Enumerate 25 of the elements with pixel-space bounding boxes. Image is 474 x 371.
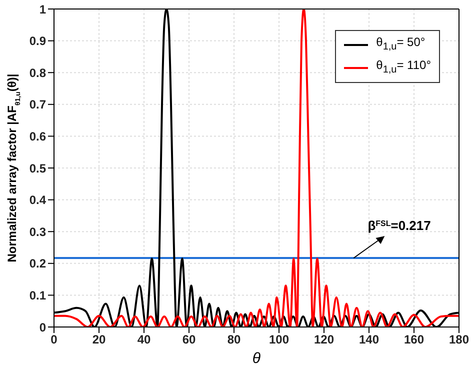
x-tick-label: 0 bbox=[50, 332, 58, 347]
y-tick-label: 0 bbox=[39, 320, 46, 334]
x-tick-label: 180 bbox=[448, 332, 470, 347]
y-tick-label: 0.5 bbox=[29, 161, 46, 176]
x-tick-label: 80 bbox=[227, 332, 241, 347]
y-tick-label: 0.8 bbox=[29, 66, 46, 80]
x-tick-label: 160 bbox=[404, 332, 424, 347]
ref-line-label: β$^{FSL}$=0.217 bbox=[368, 218, 431, 233]
y-tick-label: 0.1 bbox=[29, 288, 46, 302]
y-tick-label: 0.9 bbox=[29, 34, 46, 48]
y-tick-label: 0.4 bbox=[29, 193, 46, 208]
y-tick-label: 1 bbox=[39, 2, 46, 16]
legend-label: θ$_{1,u}$= 50° bbox=[376, 34, 426, 54]
y-tick-label: 0.3 bbox=[29, 224, 46, 239]
x-tick-label: 120 bbox=[314, 332, 334, 347]
y-tick-label: 0.7 bbox=[29, 98, 46, 112]
x-tick-label: 40 bbox=[137, 332, 151, 347]
legend-label: θ$_{1,u}$= 110° bbox=[376, 57, 431, 78]
y-tick-label: 0.6 bbox=[29, 129, 46, 144]
x-axis-title: θ bbox=[252, 350, 261, 367]
y-tick-label: 0.2 bbox=[29, 256, 46, 271]
x-tick-label: 60 bbox=[182, 332, 196, 347]
x-tick-label: 140 bbox=[358, 332, 380, 347]
x-tick-label: 20 bbox=[92, 332, 106, 347]
x-tick-label: 100 bbox=[268, 332, 290, 347]
